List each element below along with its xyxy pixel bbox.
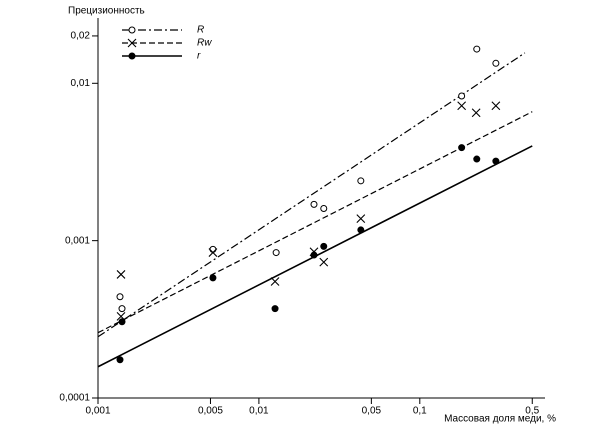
- point: [310, 200, 318, 208]
- point: [272, 249, 280, 257]
- legend-label: r: [197, 51, 201, 62]
- legend-label: Rw: [197, 38, 212, 49]
- x-tick-label: 0,01: [249, 406, 269, 417]
- point: [457, 101, 467, 111]
- point: [271, 305, 279, 313]
- point: [209, 274, 217, 282]
- point: [471, 108, 481, 118]
- point: [209, 245, 217, 253]
- point: [310, 251, 318, 259]
- point: [118, 318, 126, 326]
- legend-marker: [127, 38, 137, 48]
- legend-label: R: [197, 25, 204, 36]
- fit-line: [97, 111, 533, 334]
- x-tick-label: 0,005: [198, 406, 223, 417]
- point: [208, 248, 218, 257]
- legend-marker: [128, 52, 136, 60]
- point: [116, 356, 124, 364]
- y-axis-label: Прецизионность: [68, 6, 145, 17]
- x-axis-label: Массовая доля меди, %: [444, 414, 556, 425]
- point: [491, 101, 501, 111]
- y-tick-label: 0,01: [71, 78, 91, 89]
- point: [357, 177, 365, 185]
- point: [116, 293, 124, 301]
- x-tick-label: 0,05: [362, 406, 382, 417]
- x-tick-label: 0,001: [85, 406, 110, 417]
- point: [473, 45, 481, 53]
- point: [320, 205, 328, 213]
- y-tick-label: 0,02: [71, 31, 91, 42]
- y-tick-label: 0,0001: [59, 393, 90, 404]
- point: [473, 155, 481, 163]
- point: [356, 214, 366, 224]
- x-tick-label: 0,5: [525, 406, 539, 417]
- point: [492, 59, 500, 67]
- point: [458, 92, 466, 100]
- point: [319, 257, 329, 267]
- point: [116, 270, 126, 279]
- point: [320, 242, 328, 250]
- point: [118, 305, 126, 313]
- y-tick-label: 0,001: [65, 235, 90, 246]
- legend-marker: [128, 26, 136, 34]
- x-tick-label: 0,1: [413, 406, 427, 417]
- point: [458, 144, 466, 152]
- point: [492, 157, 500, 165]
- point: [357, 226, 365, 234]
- fit-line: [97, 52, 526, 338]
